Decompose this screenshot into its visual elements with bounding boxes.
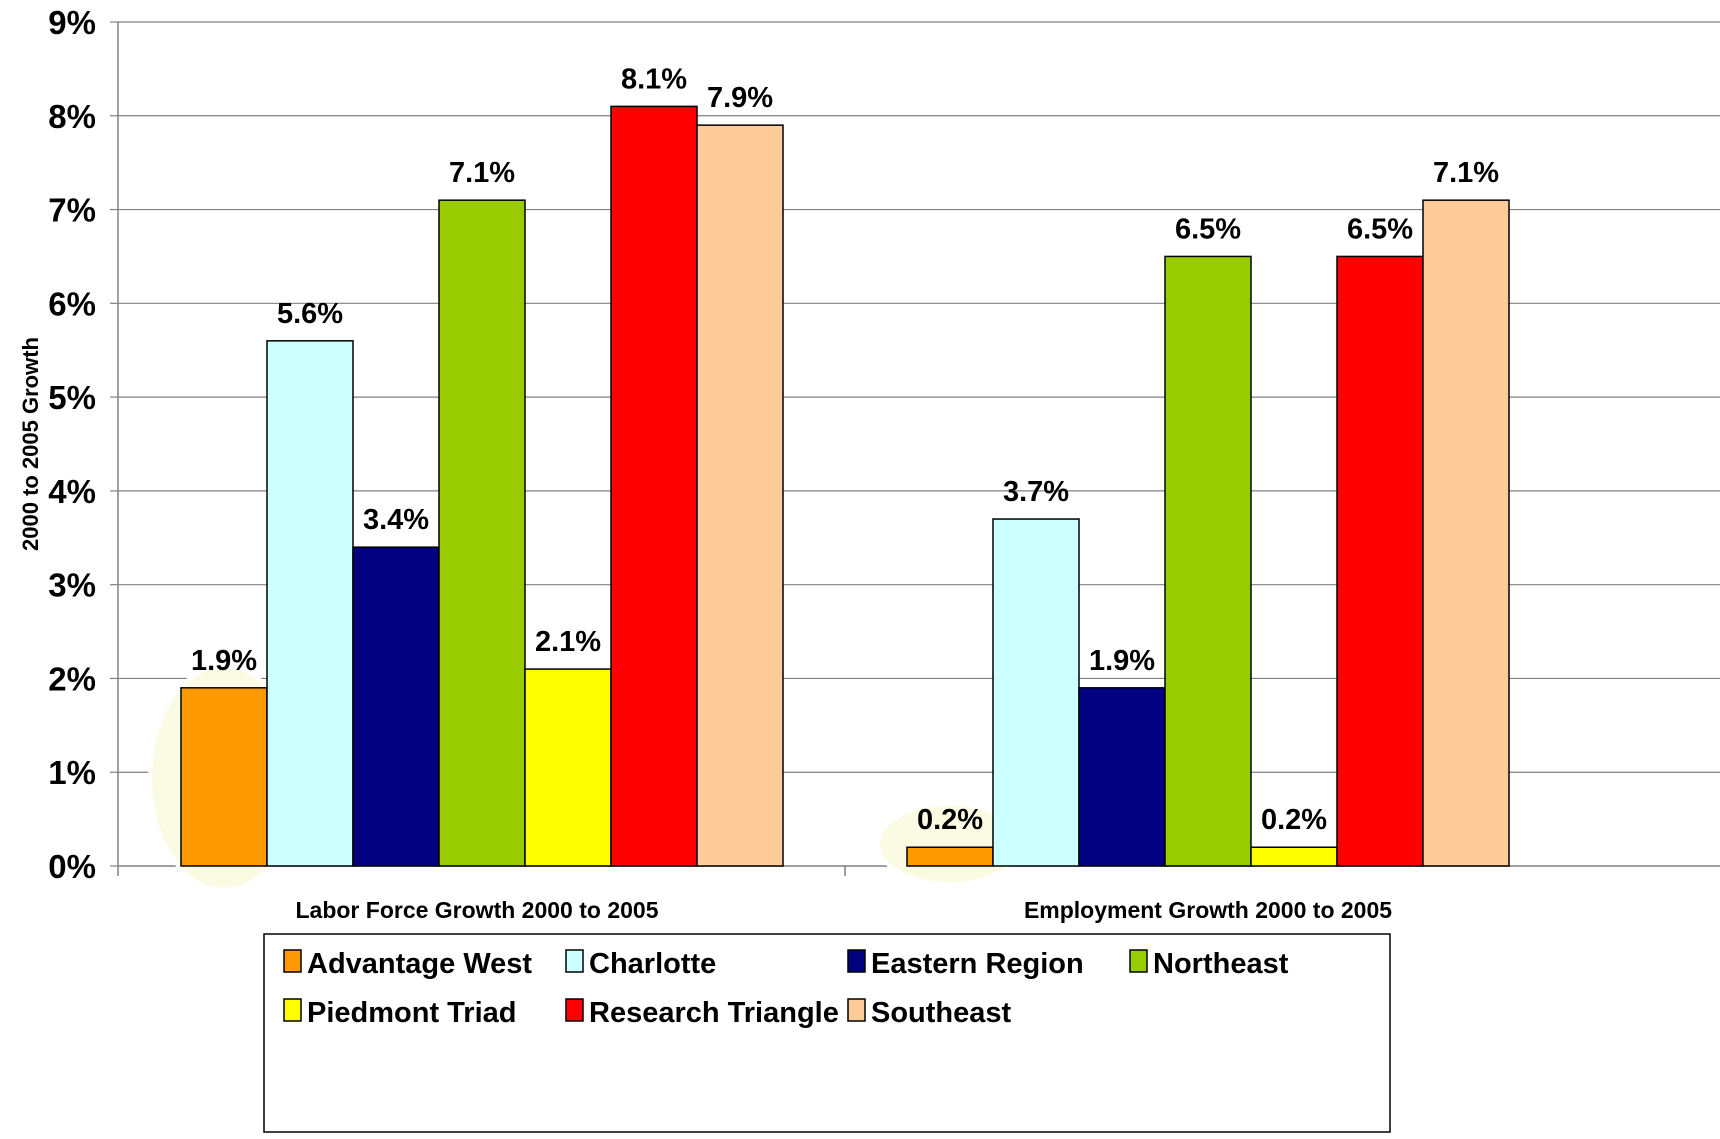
bar-advantage-west-labor-force xyxy=(180,687,268,867)
bar-northeast-employment xyxy=(1164,255,1252,867)
y-tick-label: 0% xyxy=(48,848,96,885)
y-tick-label: 5% xyxy=(48,379,96,416)
data-label: 7.1% xyxy=(1433,157,1499,189)
y-tick-label: 1% xyxy=(48,754,96,791)
data-label: 0.2% xyxy=(917,804,983,836)
data-label: 5.6% xyxy=(277,298,343,330)
data-label: 3.7% xyxy=(1003,476,1069,508)
y-axis-label: 2000 to 2005 Growth xyxy=(18,337,43,551)
legend xyxy=(263,933,1391,1133)
y-tick-label: 6% xyxy=(48,285,96,322)
bar-piedmont-triad-labor-force xyxy=(524,668,612,867)
bar-northeast-labor-force xyxy=(438,199,526,867)
legend-item-eastern-region: Eastern Region xyxy=(871,948,1084,980)
legend-item-advantage-west: Advantage West xyxy=(307,948,532,980)
category-label: Labor Force Growth 2000 to 2005 xyxy=(295,897,658,923)
legend-swatch-piedmont-triad xyxy=(283,998,302,1022)
data-label: 1.9% xyxy=(1089,645,1155,677)
bar-eastern-region-employment xyxy=(1078,687,1166,867)
legend-swatch-charlotte xyxy=(565,949,584,973)
bar-southeast-labor-force xyxy=(696,124,784,867)
data-label: 2.1% xyxy=(535,626,601,658)
legend-item-piedmont-triad: Piedmont Triad xyxy=(307,997,516,1029)
bar-research-triangle-employment xyxy=(1336,255,1424,867)
y-tick-label: 4% xyxy=(48,473,96,510)
y-tick-label: 3% xyxy=(48,567,96,604)
data-label: 8.1% xyxy=(621,63,687,95)
legend-item-southeast: Southeast xyxy=(871,997,1012,1029)
bar-charlotte-labor-force xyxy=(266,340,354,867)
data-label: 0.2% xyxy=(1261,804,1327,836)
category-label: Employment Growth 2000 to 2005 xyxy=(1024,897,1392,923)
bar-piedmont-triad-employment xyxy=(1250,846,1338,867)
bar-charlotte-employment xyxy=(992,518,1080,867)
legend-swatch-eastern-region xyxy=(847,949,866,973)
bar-southeast-employment xyxy=(1422,199,1510,867)
legend-swatch-southeast xyxy=(847,998,866,1022)
legend-swatch-northeast xyxy=(1129,949,1148,973)
legend-item-charlotte: Charlotte xyxy=(589,948,716,980)
y-tick-label: 9% xyxy=(48,4,96,41)
legend-item-research-triangle: Research Triangle xyxy=(589,997,839,1029)
bar-eastern-region-labor-force xyxy=(352,546,440,867)
data-label: 7.9% xyxy=(707,82,773,114)
bar-research-triangle-labor-force xyxy=(610,105,698,867)
legend-swatch-advantage-west xyxy=(283,949,302,973)
legend-swatch-research-triangle xyxy=(565,998,584,1022)
y-tick-label: 2% xyxy=(48,660,96,697)
data-label: 7.1% xyxy=(449,157,515,189)
data-label: 6.5% xyxy=(1347,213,1413,245)
bar-advantage-west-employment xyxy=(906,846,994,867)
legend-item-northeast: Northeast xyxy=(1153,948,1289,980)
data-label: 1.9% xyxy=(191,645,257,677)
y-tick-label: 8% xyxy=(48,98,96,135)
y-tick-label: 7% xyxy=(48,192,96,229)
data-label: 3.4% xyxy=(363,504,429,536)
data-label: 6.5% xyxy=(1175,213,1241,245)
